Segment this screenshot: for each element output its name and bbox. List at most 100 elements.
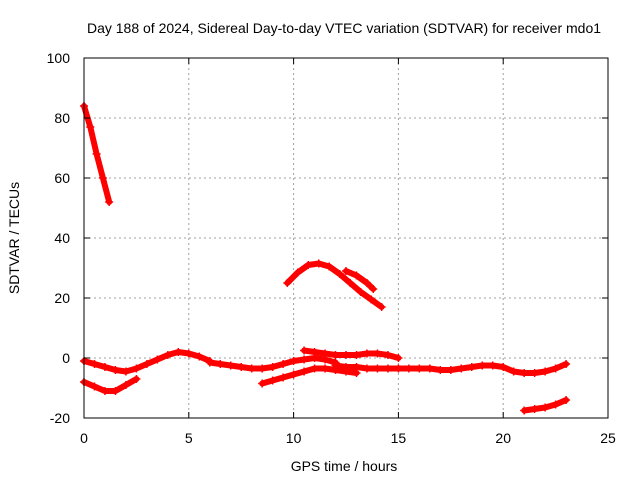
- data-point: [92, 150, 101, 158]
- data-point: [541, 403, 550, 412]
- data-point: [369, 285, 378, 293]
- data-point: [121, 367, 130, 376]
- data-point: [520, 369, 529, 377]
- y-tick-label: -20: [50, 410, 70, 426]
- y-tick-label: 40: [54, 230, 70, 246]
- data-point: [216, 360, 225, 368]
- chart-title: Day 188 of 2024, Sidereal Day-to-day VTE…: [87, 20, 601, 36]
- data-marks: [80, 102, 571, 415]
- x-tick-label: 0: [80, 430, 88, 446]
- data-point: [325, 262, 334, 271]
- data-point: [111, 387, 120, 395]
- data-point: [373, 349, 382, 358]
- data-point: [132, 364, 141, 373]
- data-point: [562, 396, 571, 404]
- data-point: [356, 288, 365, 296]
- series-track-2: [80, 348, 214, 376]
- data-point: [342, 367, 350, 376]
- data-point: [331, 351, 340, 359]
- data-point: [300, 346, 309, 355]
- data-point: [293, 268, 302, 277]
- data-point: [362, 364, 371, 373]
- data-point: [304, 261, 313, 269]
- data-point: [195, 352, 204, 361]
- data-point: [342, 267, 350, 275]
- data-point: [335, 270, 344, 278]
- data-point: [436, 366, 445, 374]
- data-point: [362, 279, 371, 287]
- data-point: [394, 364, 403, 373]
- data-point: [352, 271, 361, 280]
- data-point: [530, 369, 539, 377]
- data-point: [90, 360, 99, 368]
- series-trace: [259, 365, 360, 387]
- data-point: [520, 406, 529, 415]
- data-point: [425, 364, 434, 373]
- series-track-7: [300, 346, 403, 362]
- data-point: [415, 364, 424, 373]
- series-track-3: [205, 354, 340, 373]
- data-point: [310, 364, 319, 373]
- data-point: [551, 364, 560, 373]
- data-point: [86, 123, 95, 131]
- series-track-9: [342, 267, 378, 293]
- data-point: [331, 366, 340, 374]
- x-tick-label: 10: [286, 430, 302, 446]
- y-tick-label: 100: [47, 50, 71, 66]
- series-track-8: [283, 259, 386, 311]
- tick-marks: [83, 57, 609, 419]
- data-point: [268, 376, 277, 385]
- series-trace: [343, 268, 377, 292]
- data-point: [551, 400, 560, 409]
- data-point: [383, 351, 392, 359]
- y-tick-label: 0: [62, 350, 70, 366]
- data-point: [342, 351, 350, 359]
- data-point: [346, 279, 355, 287]
- data-point: [258, 379, 267, 388]
- data-point: [352, 351, 361, 359]
- data-point: [457, 364, 466, 373]
- data-point: [383, 364, 392, 373]
- data-point: [541, 367, 550, 376]
- x-tick-labels: 0 5 10 15 20 25: [80, 430, 616, 446]
- y-axis-label: SDTVAR / TECUs: [6, 182, 22, 294]
- data-point: [226, 361, 235, 370]
- data-point: [90, 382, 99, 391]
- data-point: [279, 373, 288, 382]
- data-point: [362, 349, 371, 358]
- data-point: [314, 259, 323, 268]
- data-point: [163, 351, 172, 359]
- data-point: [467, 363, 476, 371]
- data-point: [310, 348, 319, 356]
- series-track-4: [331, 360, 571, 377]
- data-point: [300, 355, 309, 364]
- data-point: [100, 363, 109, 371]
- data-point: [98, 174, 107, 182]
- y-tick-label: 80: [54, 110, 70, 126]
- series-track-5: [80, 375, 141, 395]
- data-point: [394, 354, 403, 362]
- data-point: [237, 363, 246, 371]
- y-tick-label: 60: [54, 170, 70, 186]
- data-point: [509, 367, 518, 376]
- series-trace: [301, 347, 402, 361]
- data-point: [205, 358, 214, 367]
- data-point: [321, 364, 330, 373]
- data-point: [300, 367, 309, 376]
- data-point: [111, 366, 120, 374]
- data-point: [279, 360, 288, 368]
- data-point: [247, 364, 256, 373]
- data-point: [100, 387, 109, 395]
- x-axis-label: GPS time / hours: [291, 458, 398, 474]
- series-track-10: [520, 396, 571, 415]
- data-point: [121, 381, 130, 389]
- y-tick-labels: -20 0 20 40 60 80 100: [47, 50, 71, 426]
- data-point: [352, 369, 361, 377]
- data-point: [289, 357, 298, 365]
- data-point: [373, 364, 382, 373]
- data-point: [142, 360, 151, 368]
- data-point: [488, 361, 497, 370]
- data-point: [478, 361, 487, 370]
- data-point: [105, 198, 114, 206]
